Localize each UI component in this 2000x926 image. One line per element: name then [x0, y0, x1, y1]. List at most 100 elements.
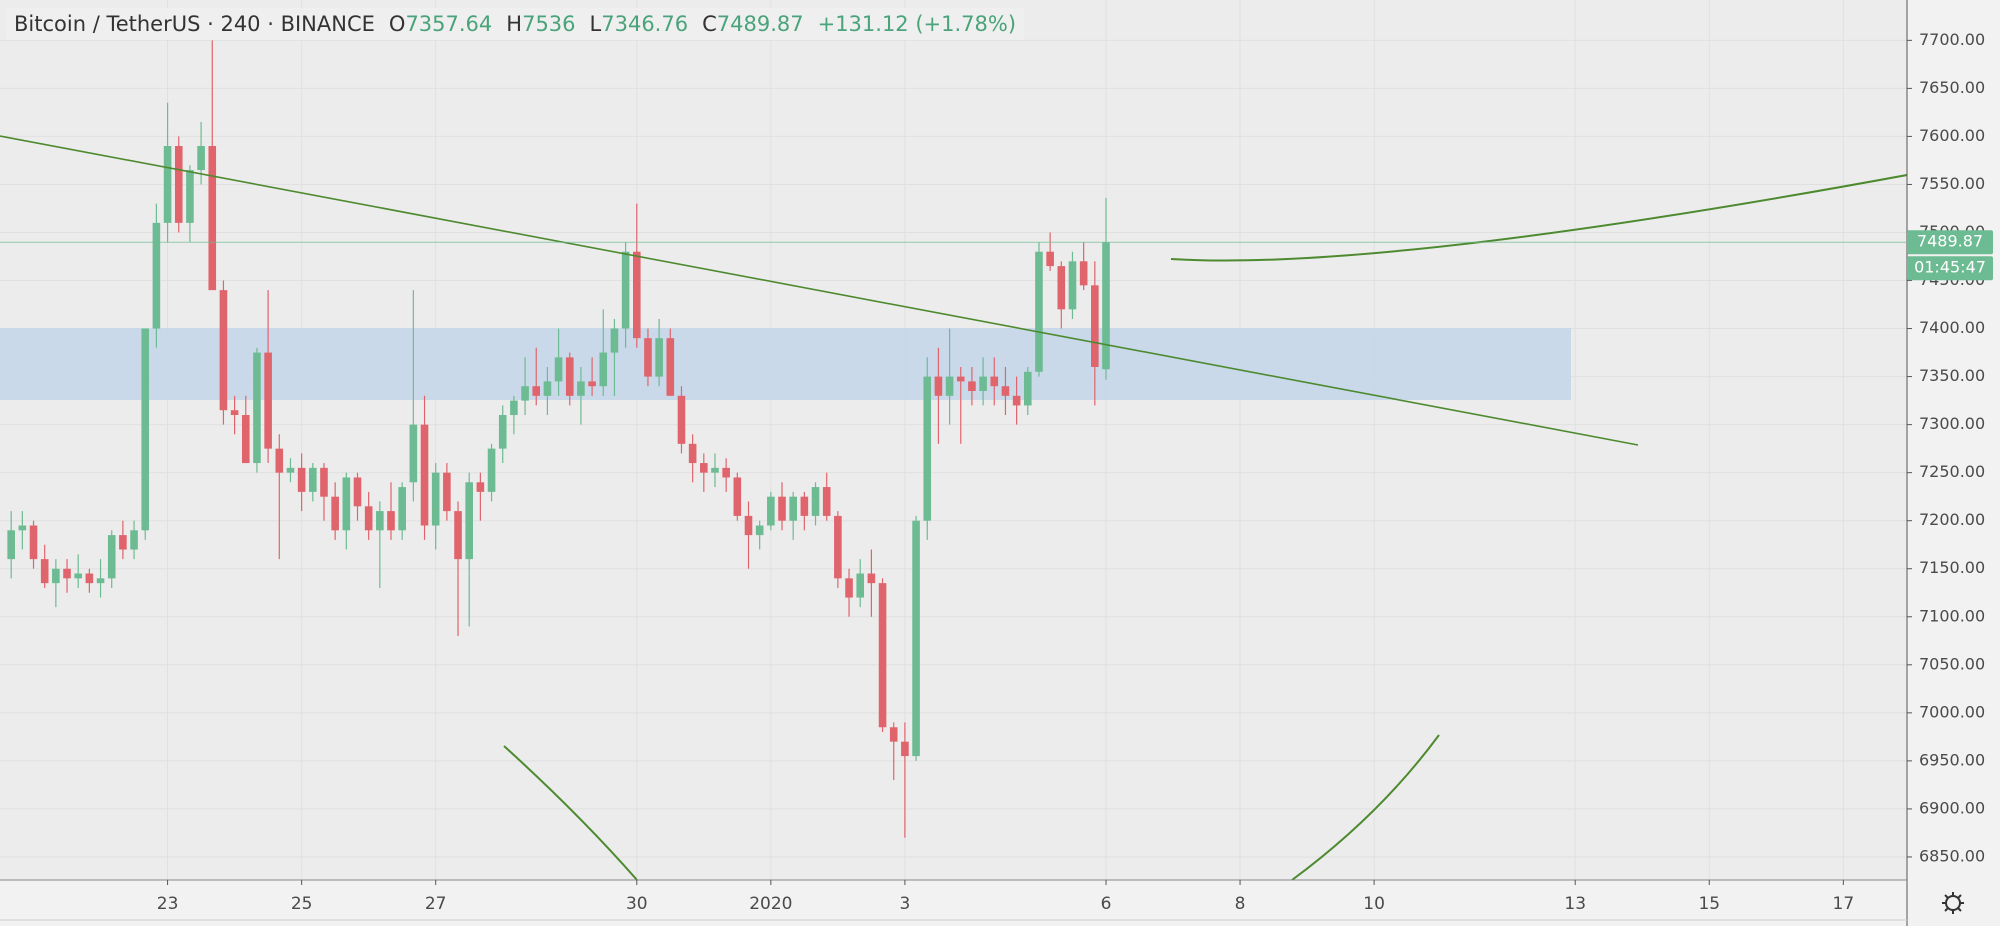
y-tick-label: 7350.00 [1919, 366, 1985, 385]
arc-drawing [1170, 174, 1908, 262]
candle-body [353, 477, 362, 507]
candle-body [688, 443, 697, 464]
grid [0, 0, 1907, 880]
candle-body [1091, 285, 1099, 367]
candle-body [74, 573, 82, 579]
y-tick-label: 7650.00 [1919, 78, 1985, 97]
x-tick-label: 23 [157, 894, 179, 914]
candle-body [130, 530, 138, 550]
candle-body [722, 467, 730, 478]
candle-body [219, 290, 228, 411]
candle-body [889, 727, 898, 742]
candle-body [834, 515, 842, 579]
candle-body [119, 535, 127, 550]
y-tick-label: 7150.00 [1919, 558, 1985, 577]
candle-body [286, 467, 295, 473]
candle-body [96, 578, 105, 584]
candle-body [174, 146, 183, 223]
candle-body [945, 376, 954, 396]
candle-body [990, 376, 999, 387]
candle-body [40, 559, 49, 584]
candle-body [264, 352, 272, 449]
candle-body [186, 170, 194, 223]
candle-body [420, 424, 429, 526]
candle-body [778, 496, 786, 521]
interval: 240 [220, 12, 261, 36]
y-tick-label: 7300.00 [1919, 414, 1985, 433]
candle-body [387, 511, 395, 531]
candle-body [755, 525, 764, 536]
candle-body [141, 328, 150, 531]
x-tick-label: 10 [1363, 894, 1385, 914]
candle-body [565, 357, 574, 396]
candle-body [309, 467, 317, 492]
candle-body [599, 352, 608, 387]
candles [7, 40, 1110, 838]
candle-body [152, 222, 161, 329]
candle-body [510, 400, 518, 416]
candle-body [554, 357, 563, 382]
candle-body [1079, 261, 1088, 286]
candle-body [666, 338, 675, 396]
candle-body [1046, 251, 1054, 267]
candle-body [912, 520, 920, 757]
x-tick-label: 27 [425, 894, 447, 914]
y-tick-label: 6950.00 [1919, 750, 1985, 769]
candle-body [253, 352, 261, 464]
candle-body [52, 568, 60, 584]
y-tick-label: 7000.00 [1919, 702, 1985, 721]
exchange: BINANCE [280, 12, 375, 36]
x-tick-label: 17 [1833, 894, 1855, 914]
change: +131.12 (+1.78%) [817, 12, 1017, 36]
zone-rectangle [0, 328, 1571, 400]
candle-body [208, 146, 217, 291]
y-tick-label: 6900.00 [1919, 798, 1985, 817]
y-tick-label: 7200.00 [1919, 510, 1985, 529]
last-price-label: 7489.87 [1917, 232, 1983, 251]
open-value: 7357.64 [405, 12, 493, 36]
candle-body [1035, 251, 1043, 372]
ohlc-label: L [589, 12, 602, 36]
time-axis: 23 25 27 30 2020 3 6 8 10 13 15 17 [157, 880, 1854, 914]
separator: · [260, 12, 281, 36]
candle-body [644, 338, 652, 377]
settings-icon[interactable] [1942, 892, 1964, 914]
candle-body [577, 381, 585, 396]
candle-body [789, 496, 797, 521]
candle-body [409, 424, 418, 483]
close-value: 7489.87 [716, 12, 804, 36]
candle-body [476, 482, 485, 492]
candle-body [342, 477, 351, 531]
arc-drawing [1291, 734, 1440, 881]
candle-body [320, 467, 328, 497]
candle-body [7, 530, 15, 560]
x-tick-label: 6 [1101, 894, 1112, 914]
x-tick-label: 3 [899, 894, 910, 914]
symbol-header: Bitcoin / TetherUS · 240 · BINANCE O 7357… [6, 8, 1025, 40]
low-value: 7346.76 [601, 12, 689, 36]
candle-body [845, 578, 853, 598]
y-tick-label: 7550.00 [1919, 174, 1985, 193]
candle-body [230, 410, 239, 416]
candle-body [376, 511, 384, 531]
ohlc-label: H [506, 12, 523, 36]
candle-body [822, 487, 831, 516]
candle-body [901, 741, 909, 757]
candle-body [197, 146, 205, 171]
x-tick-label: 8 [1235, 894, 1246, 914]
candle-body [621, 251, 630, 329]
candle-body [856, 573, 865, 598]
candle-body [18, 525, 27, 531]
candle-body [979, 376, 987, 392]
high-value: 7536 [522, 12, 576, 36]
ohlc-label: C [702, 12, 717, 36]
price-axis: 6850.00 6900.00 6950.00 7000.00 7050.00 7100.… [1907, 30, 1985, 865]
last-price-box [1907, 230, 1993, 255]
y-tick-label: 7600.00 [1919, 126, 1985, 145]
candle-body [1001, 386, 1010, 396]
y-tick-label: 7250.00 [1919, 462, 1985, 481]
candle-body [1102, 242, 1110, 370]
candle-body [878, 583, 887, 728]
candle-body [811, 487, 820, 516]
